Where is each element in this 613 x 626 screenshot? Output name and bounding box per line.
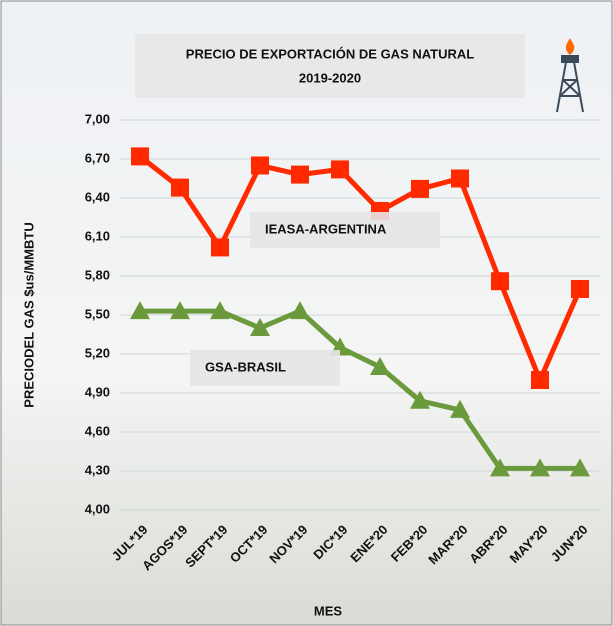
y-tick-label: 6,70 [85, 150, 110, 165]
y-tick-label: 7,00 [85, 111, 110, 126]
chart-title: PRECIO DE EXPORTACIÓN DE GAS NATURAL [186, 46, 474, 61]
point-marker [491, 272, 509, 290]
y-tick-label: 4,00 [85, 501, 110, 516]
point-marker [251, 157, 269, 175]
point-marker [291, 166, 309, 184]
point-marker [531, 371, 549, 389]
point-marker [131, 147, 149, 165]
y-tick-label: 6,40 [85, 189, 110, 204]
title-box [135, 34, 525, 98]
chart-subtitle: 2019-2020 [299, 70, 361, 85]
y-tick-label: 4,60 [85, 423, 110, 438]
point-marker [171, 179, 189, 197]
series-label: GSA-BRASIL [205, 359, 286, 374]
point-marker [411, 180, 429, 198]
chart: PRECIO DE EXPORTACIÓN DE GAS NATURAL 201… [0, 0, 613, 626]
y-tick-label: 5,80 [85, 267, 110, 282]
y-axis-label: PRECIODEL GAS $us/MMBTU [21, 222, 36, 407]
y-tick-label: 5,20 [85, 345, 110, 360]
point-marker [571, 280, 589, 298]
point-marker [211, 238, 229, 256]
y-tick-label: 4,90 [85, 384, 110, 399]
y-tick-label: 5,50 [85, 306, 110, 321]
y-tick-label: 6,10 [85, 228, 110, 243]
x-axis-label: MES [314, 603, 343, 618]
point-marker [451, 170, 469, 188]
series-label: IEASA-ARGENTINA [265, 221, 387, 236]
point-marker [331, 160, 349, 178]
y-tick-label: 4,30 [85, 462, 110, 477]
